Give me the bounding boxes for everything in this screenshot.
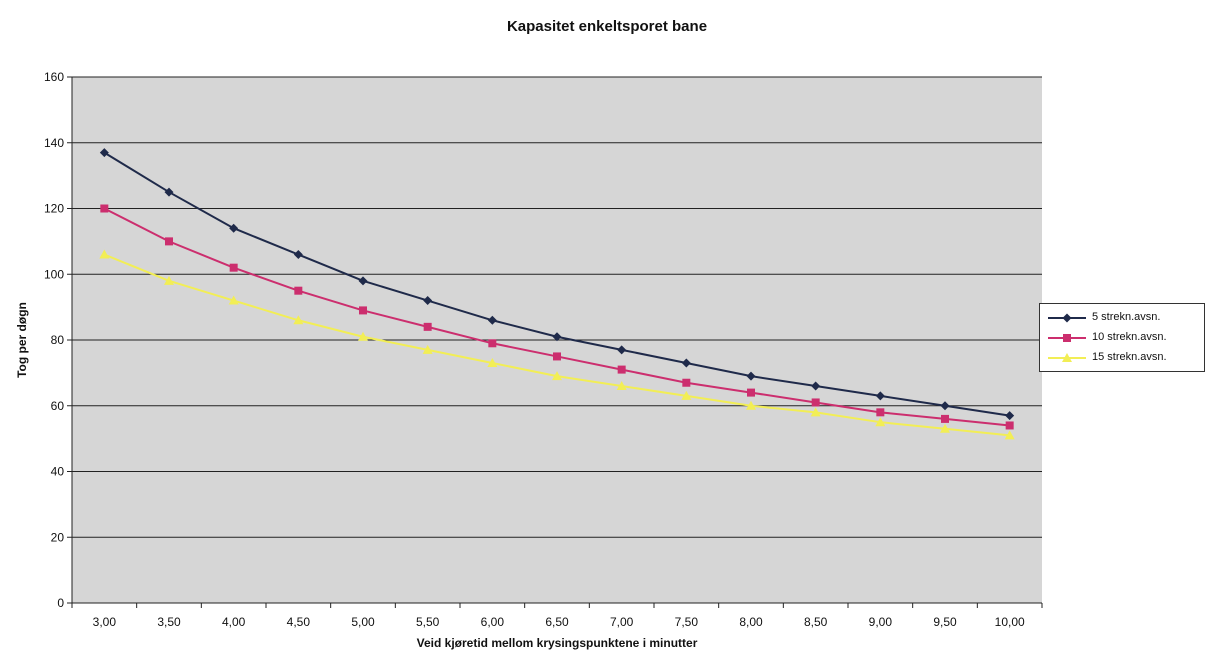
legend-label-series-2: 10 strekn.avsn. <box>1092 331 1167 343</box>
x-axis-label: Veid kjøretid mellom krysingspunktene i … <box>416 636 698 650</box>
data-point <box>423 296 433 306</box>
data-point <box>99 249 110 259</box>
data-point <box>293 250 303 260</box>
legend-marker <box>1062 353 1072 362</box>
data-point <box>359 306 367 315</box>
legend-item-series-2: 10 strekn.avsn. <box>1040 328 1204 348</box>
data-point <box>99 148 109 158</box>
data-point <box>553 352 561 361</box>
data-point <box>681 358 691 368</box>
y-tick-label: 120 <box>44 202 64 216</box>
data-point <box>875 391 885 401</box>
data-point <box>616 381 627 391</box>
legend-item-series-1: 5 strekn.avsn. <box>1040 308 1204 328</box>
data-point <box>229 223 239 233</box>
data-point <box>1004 430 1015 440</box>
y-tick-label: 60 <box>51 399 65 413</box>
data-point <box>552 332 562 342</box>
x-tick-label: 9,00 <box>869 615 893 629</box>
data-point <box>487 315 497 325</box>
data-point <box>875 417 886 427</box>
x-tick-label: 6,00 <box>481 615 505 629</box>
x-tick-label: 3,50 <box>157 615 181 629</box>
y-tick-label: 100 <box>44 267 64 281</box>
data-point <box>294 286 303 295</box>
legend-label-series-1: 5 strekn.avsn. <box>1092 311 1161 323</box>
y-tick-label: 140 <box>44 136 64 150</box>
series-3 <box>99 249 1015 440</box>
data-point <box>940 401 950 411</box>
data-point <box>422 344 433 354</box>
data-point <box>747 388 755 397</box>
x-tick-label: 7,50 <box>675 615 699 629</box>
data-point <box>682 378 691 387</box>
x-tick-label: 8,00 <box>739 615 763 629</box>
data-point <box>229 263 238 272</box>
chart-title: Kapasitet enkeltsporet bane <box>506 18 708 35</box>
legend-swatch-series-1 <box>1048 313 1086 323</box>
data-point <box>617 365 626 374</box>
data-point <box>100 204 109 213</box>
legend: 5 strekn.avsn. 10 strekn.avsn. 15 strekn… <box>1039 303 1205 372</box>
series-1 <box>99 148 1015 421</box>
data-point <box>876 408 885 417</box>
data-point <box>1005 411 1015 421</box>
y-tick-label: 80 <box>51 333 65 347</box>
legend-swatch-series-3 <box>1048 353 1086 362</box>
data-point <box>228 295 239 305</box>
legend-item-series-3: 15 strekn.avsn. <box>1040 348 1204 368</box>
legend-swatch-series-2 <box>1048 334 1086 342</box>
x-tick-label: 8,50 <box>804 615 828 629</box>
y-tick-label: 160 <box>44 70 64 84</box>
legend-marker <box>1063 334 1071 342</box>
y-tick-label: 0 <box>57 596 64 610</box>
data-point <box>811 381 821 391</box>
data-point <box>1005 421 1014 430</box>
legend-marker <box>1062 313 1072 323</box>
data-point <box>293 315 304 325</box>
data-point <box>617 345 627 355</box>
y-tick-label: 20 <box>51 530 65 544</box>
series-2 <box>100 204 1014 430</box>
data-point <box>164 187 174 197</box>
x-tick-label: 4,00 <box>222 615 246 629</box>
x-tick-label: 3,00 <box>93 615 117 629</box>
x-tick-label: 10,00 <box>995 615 1025 629</box>
data-point <box>941 414 949 423</box>
x-tick-label: 4,50 <box>287 615 311 629</box>
data-point <box>165 237 173 246</box>
y-tick-label: 40 <box>51 465 65 479</box>
legend-label-series-3: 15 strekn.avsn. <box>1092 351 1167 363</box>
data-point <box>488 339 497 348</box>
data-point <box>810 407 821 417</box>
x-tick-label: 9,50 <box>933 615 957 629</box>
data-point <box>358 331 368 341</box>
data-point <box>746 371 756 381</box>
data-point <box>681 390 692 400</box>
x-tick-label: 5,50 <box>416 615 440 629</box>
data-point <box>552 371 562 381</box>
x-tick-label: 5,00 <box>351 615 375 629</box>
data-point <box>940 423 950 433</box>
data-point <box>746 400 756 410</box>
data-point <box>811 398 820 407</box>
x-tick-label: 6,50 <box>545 615 569 629</box>
data-point <box>358 276 368 286</box>
data-point <box>423 322 432 331</box>
x-tick-label: 7,00 <box>610 615 634 629</box>
data-point <box>487 358 498 368</box>
data-point <box>164 275 174 285</box>
